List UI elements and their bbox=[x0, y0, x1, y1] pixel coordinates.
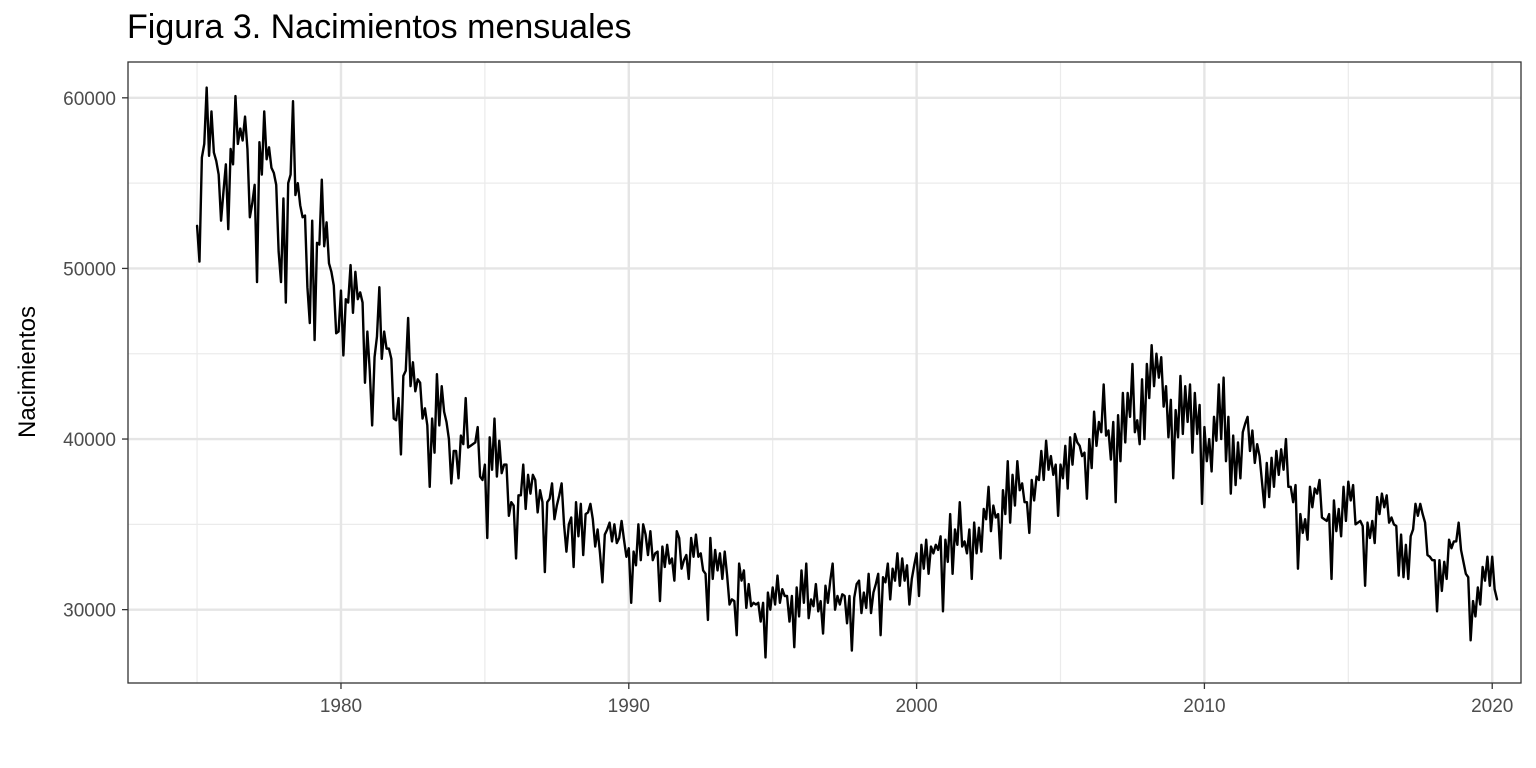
chart-title: Figura 3. Nacimientos mensuales bbox=[127, 8, 632, 46]
minor-grid bbox=[128, 62, 1521, 683]
x-tick-label: 2010 bbox=[1183, 696, 1225, 717]
y-axis: 30000 40000 50000 60000 bbox=[63, 89, 128, 622]
series-line bbox=[195, 86, 1499, 659]
y-tick-label: 50000 bbox=[63, 259, 116, 280]
plot-border bbox=[127, 61, 1522, 684]
series-layer bbox=[195, 86, 1499, 659]
y-axis-label: Nacimientos bbox=[14, 306, 41, 438]
y-tick-label: 30000 bbox=[63, 601, 116, 622]
x-tick-label: 1980 bbox=[320, 696, 362, 717]
y-tick-label: 60000 bbox=[63, 89, 116, 110]
x-axis: 1980 1990 2000 2010 2020 bbox=[320, 683, 1513, 717]
x-tick-label: 2000 bbox=[895, 696, 937, 717]
y-tick-label: 40000 bbox=[63, 430, 116, 451]
x-tick-label: 1990 bbox=[608, 696, 650, 717]
plot-panel bbox=[128, 62, 1521, 683]
major-grid bbox=[128, 62, 1521, 683]
x-tick-label: 2020 bbox=[1471, 696, 1513, 717]
